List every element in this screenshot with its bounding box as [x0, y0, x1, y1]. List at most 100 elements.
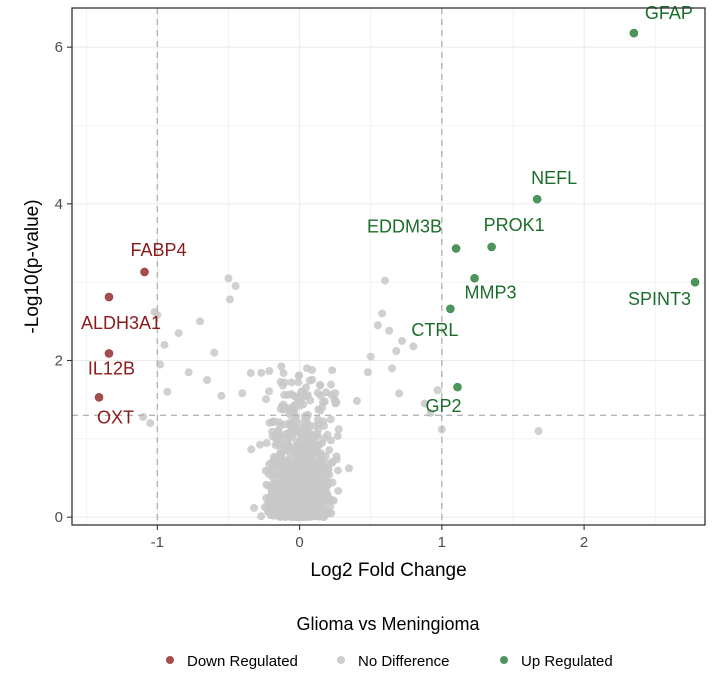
- axis-ticks: -1 0 1 2 0 2 4 6: [55, 39, 589, 551]
- point-no-difference: [328, 366, 337, 375]
- point-no-difference: [308, 366, 317, 375]
- point-no-difference: [280, 470, 289, 479]
- point-nefl: [532, 194, 542, 204]
- point-no-difference: [277, 362, 286, 371]
- legend-title: Glioma vs Meningioma: [296, 614, 480, 634]
- legend-label-up-regulated: Up Regulated: [521, 653, 613, 670]
- point-no-difference: [318, 403, 327, 412]
- point-no-difference: [398, 336, 407, 345]
- point-spint3: [690, 277, 700, 287]
- point-no-difference: [327, 380, 336, 389]
- point-no-difference: [385, 326, 394, 335]
- point-no-difference: [373, 321, 382, 330]
- point-aldh3a1: [104, 292, 114, 302]
- y-tick-label: 0: [55, 509, 63, 526]
- point-no-difference: [283, 478, 292, 487]
- point-no-difference: [311, 511, 320, 520]
- label-ctrl: CTRL: [411, 320, 458, 340]
- point-no-difference: [271, 417, 280, 426]
- point-no-difference: [256, 440, 265, 449]
- point-no-difference: [322, 469, 331, 478]
- point-no-difference: [231, 282, 240, 291]
- label-eddm3b: EDDM3B: [367, 216, 442, 236]
- point-no-difference: [316, 380, 325, 389]
- point-no-difference: [293, 486, 302, 495]
- point-no-difference: [280, 405, 289, 414]
- point-no-difference: [265, 387, 274, 396]
- gene-labels: GFAP NEFL EDDM3B PROK1 MMP3 SPINT3 CTRL GP2 FABP…: [81, 3, 693, 427]
- point-no-difference: [160, 340, 169, 349]
- point-no-difference: [150, 307, 159, 316]
- point-no-difference: [395, 389, 404, 398]
- point-oxt: [94, 393, 104, 402]
- point-gp2: [453, 382, 462, 392]
- panel-border: [71, 7, 706, 526]
- point-no-difference: [314, 419, 323, 428]
- label-prok1: PROK1: [484, 215, 545, 235]
- point-no-difference: [287, 378, 296, 387]
- point-no-difference: [262, 480, 271, 489]
- point-no-difference: [303, 473, 312, 482]
- grid-lines: [72, 8, 705, 525]
- point-no-difference: [388, 364, 397, 373]
- point-no-difference: [293, 437, 302, 446]
- point-no-difference: [289, 407, 298, 416]
- point-no-difference: [301, 495, 310, 504]
- x-tick-label: -1: [151, 534, 164, 551]
- point-no-difference: [433, 386, 442, 395]
- point-no-difference: [307, 487, 316, 496]
- point-no-difference: [257, 512, 266, 521]
- label-spint3: SPINT3: [628, 289, 691, 309]
- point-no-difference: [352, 396, 361, 405]
- point-no-difference: [331, 396, 340, 405]
- point-no-difference: [146, 419, 155, 428]
- point-no-difference: [334, 425, 343, 434]
- x-tick-label: 0: [295, 534, 303, 551]
- point-il12b: [104, 349, 114, 358]
- point-no-difference: [286, 429, 295, 438]
- point-no-difference: [534, 427, 543, 435]
- point-no-difference: [267, 492, 276, 501]
- point-no-difference: [277, 489, 286, 498]
- legend-key-no-difference: [337, 656, 345, 664]
- label-gfap: GFAP: [645, 3, 693, 23]
- point-no-difference: [306, 396, 315, 405]
- point-no-difference: [363, 368, 372, 377]
- point-no-difference: [319, 511, 328, 520]
- point-no-difference: [323, 430, 332, 439]
- point-no-difference: [308, 375, 317, 384]
- point-no-difference: [294, 378, 303, 387]
- point-no-difference: [302, 424, 311, 433]
- threshold-lines: [72, 8, 705, 525]
- point-no-difference: [307, 439, 316, 448]
- point-no-difference: [163, 387, 172, 396]
- point-no-difference: [224, 274, 233, 283]
- point-no-difference: [313, 429, 322, 438]
- point-no-difference: [225, 295, 234, 304]
- point-no-difference: [318, 439, 327, 448]
- point-no-difference: [273, 457, 282, 466]
- x-tick-label: 2: [580, 534, 588, 551]
- legend-label-down-regulated: Down Regulated: [187, 653, 298, 670]
- legend: Glioma vs Meningioma Down Regulated No D…: [166, 614, 613, 670]
- legend-key-up-regulated: [500, 656, 508, 664]
- point-gfap: [629, 28, 639, 38]
- point-no-difference: [420, 399, 429, 408]
- point-no-difference: [301, 383, 310, 392]
- point-no-difference: [303, 433, 312, 442]
- point-no-difference: [238, 389, 247, 398]
- point-no-difference: [246, 369, 255, 378]
- label-oxt: OXT: [97, 407, 134, 427]
- label-nefl: NEFL: [531, 168, 577, 188]
- point-no-difference: [203, 376, 212, 385]
- point-no-difference: [316, 449, 325, 458]
- point-no-difference: [280, 390, 289, 399]
- x-axis-title: Log2 Fold Change: [310, 560, 466, 581]
- label-mmp3: MMP3: [465, 282, 517, 302]
- point-no-difference: [287, 491, 296, 500]
- point-no-difference: [247, 445, 256, 454]
- point-no-difference: [378, 309, 387, 318]
- x-tick-label: 1: [438, 534, 446, 551]
- point-fabp4: [140, 267, 149, 277]
